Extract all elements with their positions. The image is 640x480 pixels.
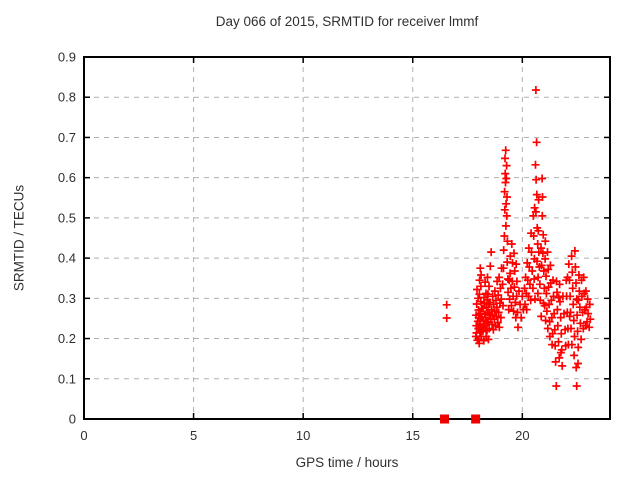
square-marker bbox=[471, 414, 481, 424]
y-tick-label: 0.9 bbox=[58, 50, 76, 65]
y-tick-label: 0.7 bbox=[58, 130, 76, 145]
tick-labels: 0 5 10 15 20 0 0.1 0.2 0.3 0.4 0.5 0.6 0.7 0.8 0.9 bbox=[58, 50, 530, 444]
y-tick-label: 0.3 bbox=[58, 291, 76, 306]
y-tick-label: 0 bbox=[69, 412, 76, 427]
y-tick-label: 0.5 bbox=[58, 210, 76, 225]
chart-title: Day 066 of 2015, SRMTID for receiver lmm… bbox=[215, 14, 479, 29]
y-tick-label: 0.6 bbox=[58, 170, 76, 185]
y-tick-label: 0.1 bbox=[58, 371, 76, 386]
grid-lines bbox=[84, 57, 610, 419]
square-marker bbox=[440, 414, 450, 424]
x-tick-label: 0 bbox=[80, 428, 87, 443]
x-tick-label: 5 bbox=[190, 428, 197, 443]
scatter-series-srmtid-values bbox=[442, 86, 595, 390]
x-tick-label: 20 bbox=[515, 428, 529, 443]
scatter-series-baseline-markers bbox=[440, 414, 481, 424]
axis-border bbox=[83, 56, 611, 420]
x-tick-label: 10 bbox=[296, 428, 310, 443]
y-tick-label: 0.2 bbox=[58, 331, 76, 346]
y-tick-label: 0.8 bbox=[58, 90, 76, 105]
y-tick-label: 0.4 bbox=[58, 251, 76, 266]
axis-ticks bbox=[83, 56, 610, 420]
x-axis-label: GPS time / hours bbox=[295, 455, 399, 470]
x-tick-label: 15 bbox=[406, 428, 420, 443]
